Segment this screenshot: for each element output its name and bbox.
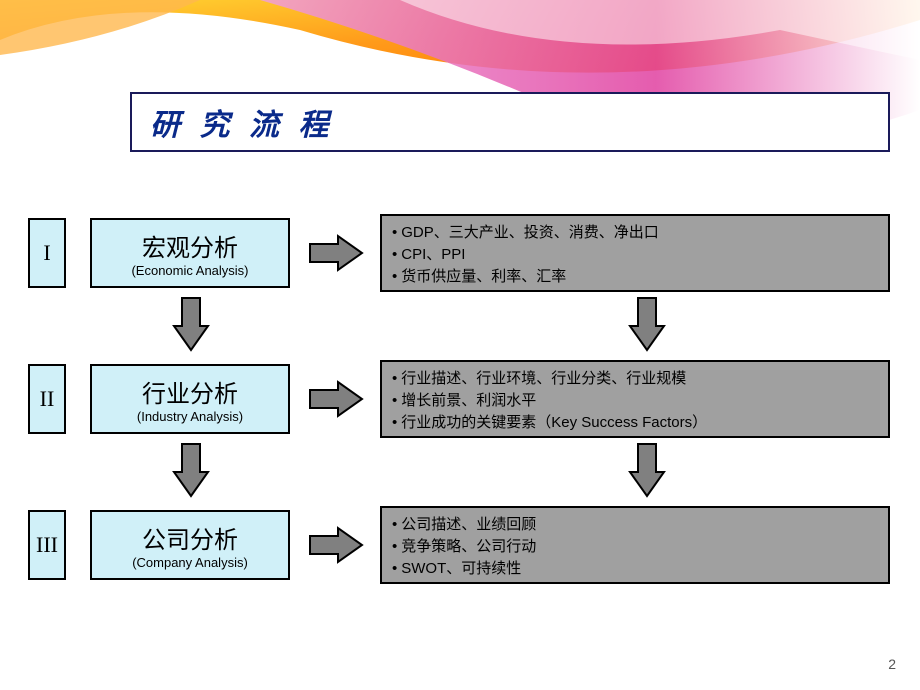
- analysis-box-3: 公司分析 (Company Analysis): [90, 510, 290, 580]
- detail-2-2: •行业成功的关键要素（Key Success Factors）: [392, 412, 878, 434]
- analysis-title-3: 公司分析: [142, 520, 238, 555]
- detail-box-3: •公司描述、业绩回顾 •竞争策略、公司行动 •SWOT、可持续性: [380, 506, 890, 584]
- roman-label-2: II: [28, 364, 66, 434]
- analysis-box-2: 行业分析 (Industry Analysis): [90, 364, 290, 434]
- detail-box-2: •行业描述、行业环境、行业分类、行业规模 •增长前景、利润水平 •行业成功的关键…: [380, 360, 890, 438]
- detail-1-2: •货币供应量、利率、汇率: [392, 266, 878, 288]
- roman-label-1: I: [28, 218, 66, 288]
- arrow-right-2: [308, 380, 364, 418]
- analysis-subtitle-1: (Economic Analysis): [131, 263, 248, 278]
- detail-1-0: •GDP、三大产业、投资、消费、净出口: [392, 222, 878, 244]
- analysis-title-1: 宏观分析: [142, 228, 238, 263]
- detail-1-1: •CPI、PPI: [392, 244, 878, 266]
- arrow-right-1: [308, 234, 364, 272]
- arrow-down-right-2: [628, 442, 666, 498]
- detail-3-0: •公司描述、业绩回顾: [392, 514, 878, 536]
- arrow-down-left-2: [172, 442, 210, 498]
- analysis-title-2: 行业分析: [142, 374, 238, 409]
- arrow-down-right-1: [628, 296, 666, 352]
- page-number: 2: [888, 656, 896, 672]
- roman-label-3: III: [28, 510, 66, 580]
- detail-2-0: •行业描述、行业环境、行业分类、行业规模: [392, 368, 878, 390]
- analysis-subtitle-3: (Company Analysis): [132, 555, 248, 570]
- detail-3-1: •竞争策略、公司行动: [392, 536, 878, 558]
- detail-box-1: •GDP、三大产业、投资、消费、净出口 •CPI、PPI •货币供应量、利率、汇…: [380, 214, 890, 292]
- page-title: 研 究 流 程: [150, 100, 335, 144]
- page-title-box: 研 究 流 程: [130, 92, 890, 152]
- arrow-down-left-1: [172, 296, 210, 352]
- analysis-box-1: 宏观分析 (Economic Analysis): [90, 218, 290, 288]
- arrow-right-3: [308, 526, 364, 564]
- analysis-subtitle-2: (Industry Analysis): [137, 409, 243, 424]
- detail-3-2: •SWOT、可持续性: [392, 558, 878, 580]
- detail-2-1: •增长前景、利润水平: [392, 390, 878, 412]
